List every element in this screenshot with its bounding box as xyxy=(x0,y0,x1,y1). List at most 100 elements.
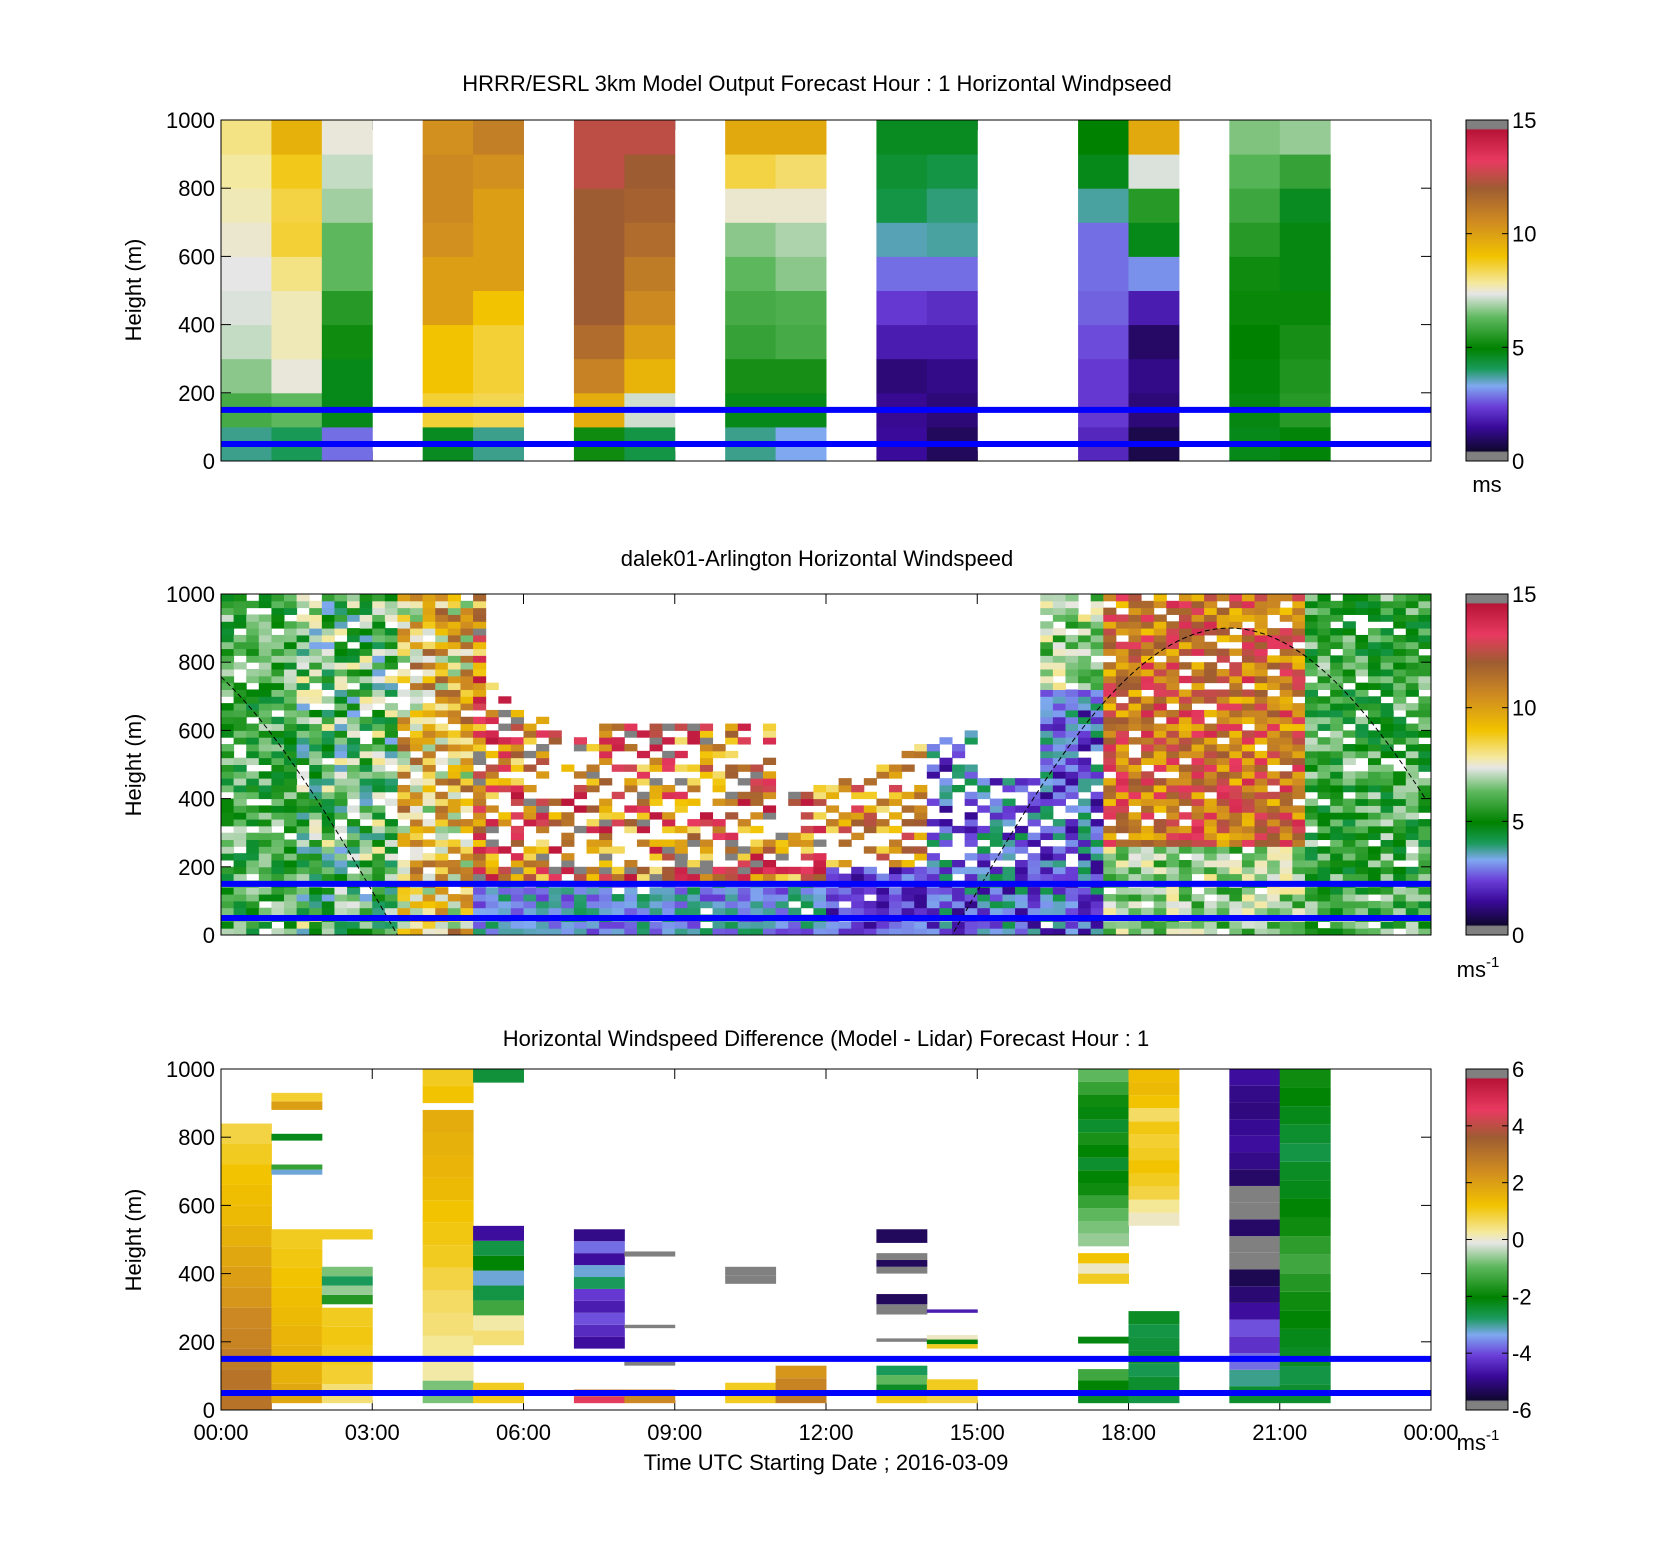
lidar-cell xyxy=(347,634,361,643)
lidar-cell xyxy=(536,798,550,806)
lidar-cell xyxy=(1204,846,1218,854)
lidar-cell xyxy=(599,900,613,909)
lidar-cell xyxy=(1267,723,1281,731)
lidar-cell xyxy=(347,839,361,847)
lidar-cell xyxy=(296,723,310,731)
lidar-cell xyxy=(989,894,1003,902)
x-tick-label: 06:00 xyxy=(496,1420,551,1445)
lidar-cell xyxy=(1191,900,1205,909)
lidar-cell xyxy=(309,825,323,834)
lidar-cell xyxy=(750,764,764,772)
model-profile-cell xyxy=(1279,324,1331,360)
lidar-cell xyxy=(1330,839,1344,847)
lidar-cell xyxy=(712,866,726,875)
lidar-cell xyxy=(460,634,474,643)
lidar-cell xyxy=(599,887,613,895)
lidar-cell xyxy=(699,894,714,902)
lidar-cell xyxy=(347,730,361,738)
lidar-cell xyxy=(334,921,348,929)
lidar-cell xyxy=(624,784,638,793)
lidar-cell xyxy=(1304,819,1319,827)
lidar-cell xyxy=(1367,805,1382,813)
lidar-cell xyxy=(636,778,651,786)
lidar-cell xyxy=(1279,791,1293,800)
lidar-cell xyxy=(536,873,550,881)
lidar-cell xyxy=(1304,709,1319,718)
difference-cell xyxy=(1128,1134,1180,1148)
lidar-cell xyxy=(1052,825,1066,834)
lidar-cell xyxy=(611,791,625,800)
lidar-cell xyxy=(1204,744,1218,752)
lidar-cell xyxy=(1191,628,1205,636)
lidar-cell xyxy=(523,784,537,793)
lidar-cell xyxy=(1153,730,1167,738)
lidar-cell xyxy=(510,832,524,841)
lidar-cell xyxy=(1330,866,1344,875)
lidar-cell xyxy=(1241,737,1256,745)
lidar-cell xyxy=(1317,853,1331,861)
lidar-cell xyxy=(523,723,537,731)
model-profile-cell xyxy=(473,120,524,155)
lidar-cell xyxy=(662,825,676,834)
lidar-cell xyxy=(296,900,310,909)
lidar-cell xyxy=(687,798,701,806)
lidar-cell xyxy=(737,723,751,731)
lidar-cell xyxy=(1065,723,1079,731)
lidar-cell xyxy=(1418,921,1432,929)
model-profile-cell xyxy=(725,188,777,223)
lidar-cell xyxy=(1040,641,1054,650)
lidar-cell xyxy=(1330,669,1344,677)
lidar-cell xyxy=(1380,839,1394,847)
lidar-cell xyxy=(473,703,487,711)
lidar-cell xyxy=(258,866,272,875)
lidar-cell xyxy=(498,750,512,759)
lidar-cell xyxy=(939,764,953,772)
lidar-cell xyxy=(410,744,424,752)
lidar-cell xyxy=(1380,846,1394,854)
difference-cell xyxy=(1128,1337,1180,1351)
lidar-cell xyxy=(1279,634,1293,643)
lidar-cell xyxy=(1090,634,1104,643)
lidar-cell xyxy=(233,873,247,881)
lidar-cell xyxy=(548,798,562,806)
lidar-cell xyxy=(699,866,714,875)
panel-lidar-ylabel: Height (m) xyxy=(121,714,146,817)
lidar-cell xyxy=(649,839,663,847)
lidar-cell xyxy=(1128,621,1142,629)
lidar-cell xyxy=(1317,812,1331,820)
lidar-cell xyxy=(1393,887,1407,895)
lidar-cell xyxy=(1153,614,1167,622)
lidar-cell xyxy=(699,737,714,745)
lidar-cell xyxy=(384,750,398,759)
lidar-cell xyxy=(964,778,978,786)
lidar-cell xyxy=(1393,607,1407,615)
panel-difference-x-axis: 00:00 03:00 06:00 09:00 12:00 15:00 18:00 21:00… xyxy=(193,1420,1458,1445)
lidar-cell xyxy=(485,764,499,772)
lidar-cell xyxy=(359,825,373,834)
lidar-cell xyxy=(498,696,512,704)
lidar-cell xyxy=(523,846,537,854)
lidar-cell xyxy=(977,907,991,916)
lidar-cell xyxy=(258,655,272,663)
lidar-cell xyxy=(258,723,272,731)
lidar-cell xyxy=(435,730,449,738)
lidar-cell xyxy=(1191,669,1205,677)
lidar-cell xyxy=(296,805,310,813)
lidar-cell xyxy=(397,716,411,725)
lidar-cell xyxy=(1178,778,1193,786)
lidar-cell xyxy=(901,894,915,902)
lidar-cell xyxy=(1191,607,1205,615)
difference-cell xyxy=(1229,1135,1281,1153)
lidar-cell xyxy=(1141,921,1155,929)
lidar-cell xyxy=(347,655,361,663)
lidar-cell xyxy=(1292,866,1306,875)
lidar-cell xyxy=(1229,634,1243,643)
lidar-cell xyxy=(586,744,600,752)
lidar-cell xyxy=(1103,757,1117,765)
lidar-cell xyxy=(1292,723,1306,731)
model-profile-cell xyxy=(876,222,928,257)
lidar-cell xyxy=(863,907,877,916)
lidar-cell xyxy=(762,737,777,745)
lidar-cell xyxy=(321,832,335,841)
lidar-cell xyxy=(1355,839,1369,847)
